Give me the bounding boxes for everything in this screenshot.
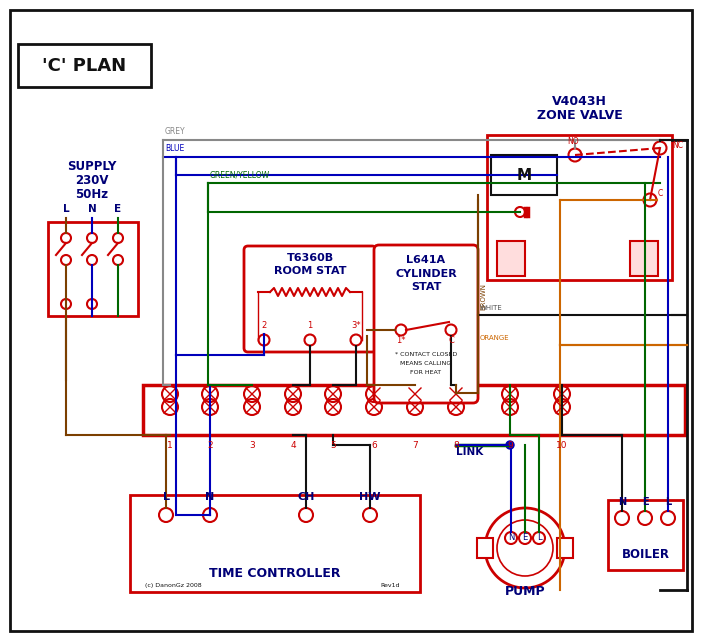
Text: 6: 6	[371, 441, 377, 450]
Text: BLUE: BLUE	[165, 144, 184, 153]
Text: N: N	[618, 497, 626, 507]
Text: 50Hz: 50Hz	[75, 188, 109, 201]
Text: 1: 1	[167, 441, 173, 450]
FancyBboxPatch shape	[130, 495, 420, 592]
Text: T6360B: T6360B	[286, 253, 333, 263]
Text: C: C	[448, 336, 454, 345]
Text: 10: 10	[556, 441, 568, 450]
Text: PUMP: PUMP	[505, 585, 545, 598]
Text: 5: 5	[330, 441, 336, 450]
Text: L: L	[62, 204, 69, 214]
FancyBboxPatch shape	[18, 44, 151, 87]
FancyBboxPatch shape	[48, 222, 138, 316]
Text: BOILER: BOILER	[621, 548, 670, 561]
Text: SUPPLY: SUPPLY	[67, 160, 117, 173]
Text: ROOM STAT: ROOM STAT	[274, 266, 346, 276]
Text: L: L	[665, 497, 671, 507]
FancyBboxPatch shape	[630, 241, 658, 276]
Text: * CONTACT CLOSED: * CONTACT CLOSED	[395, 352, 457, 357]
Text: N: N	[508, 533, 514, 542]
FancyBboxPatch shape	[497, 241, 525, 276]
Text: 2: 2	[207, 441, 213, 450]
Text: ORANGE: ORANGE	[480, 335, 510, 341]
Text: 'C' PLAN: 'C' PLAN	[42, 57, 126, 75]
FancyBboxPatch shape	[143, 385, 685, 435]
Text: GREY: GREY	[165, 127, 185, 136]
Text: HW: HW	[359, 492, 380, 502]
Text: E: E	[114, 204, 121, 214]
Text: E: E	[642, 497, 649, 507]
Text: 3: 3	[249, 441, 255, 450]
Text: 9: 9	[507, 441, 513, 450]
Text: ZONE VALVE: ZONE VALVE	[536, 109, 623, 122]
FancyBboxPatch shape	[477, 538, 493, 558]
Text: NO: NO	[567, 137, 579, 146]
Circle shape	[506, 441, 514, 449]
Text: 2: 2	[261, 321, 267, 330]
FancyBboxPatch shape	[491, 155, 557, 195]
Text: NC: NC	[672, 141, 683, 150]
Text: TIME CONTROLLER: TIME CONTROLLER	[209, 567, 340, 580]
Text: FOR HEAT: FOR HEAT	[411, 370, 442, 375]
Text: 4: 4	[290, 441, 296, 450]
Text: 1: 1	[307, 321, 312, 330]
Text: CYLINDER: CYLINDER	[395, 269, 457, 279]
Text: 230V: 230V	[75, 174, 109, 187]
FancyBboxPatch shape	[487, 135, 672, 280]
Text: BROWN: BROWN	[480, 283, 486, 310]
FancyBboxPatch shape	[374, 245, 478, 403]
Text: CH: CH	[298, 492, 314, 502]
Text: STAT: STAT	[411, 282, 441, 292]
Text: (c) DanonGz 2008: (c) DanonGz 2008	[145, 583, 201, 588]
Text: M: M	[517, 167, 531, 183]
Text: 3*: 3*	[351, 321, 361, 330]
Text: N: N	[88, 204, 96, 214]
Text: Rev1d: Rev1d	[380, 583, 400, 588]
Text: V4043H: V4043H	[552, 95, 607, 108]
Text: 1*: 1*	[396, 336, 406, 345]
FancyBboxPatch shape	[608, 500, 683, 570]
Text: L641A: L641A	[406, 255, 446, 265]
Text: C: C	[658, 189, 663, 198]
Text: L: L	[537, 533, 541, 542]
Text: LINK: LINK	[456, 447, 484, 457]
Text: GREEN/YELLOW: GREEN/YELLOW	[210, 170, 270, 179]
Text: 7: 7	[412, 441, 418, 450]
Text: 8: 8	[453, 441, 459, 450]
Text: MEANS CALLING: MEANS CALLING	[400, 361, 451, 366]
FancyBboxPatch shape	[244, 246, 376, 352]
Text: WHITE: WHITE	[480, 305, 503, 311]
FancyBboxPatch shape	[557, 538, 573, 558]
Text: L: L	[162, 492, 169, 502]
Text: E: E	[522, 533, 528, 542]
Text: N: N	[206, 492, 215, 502]
